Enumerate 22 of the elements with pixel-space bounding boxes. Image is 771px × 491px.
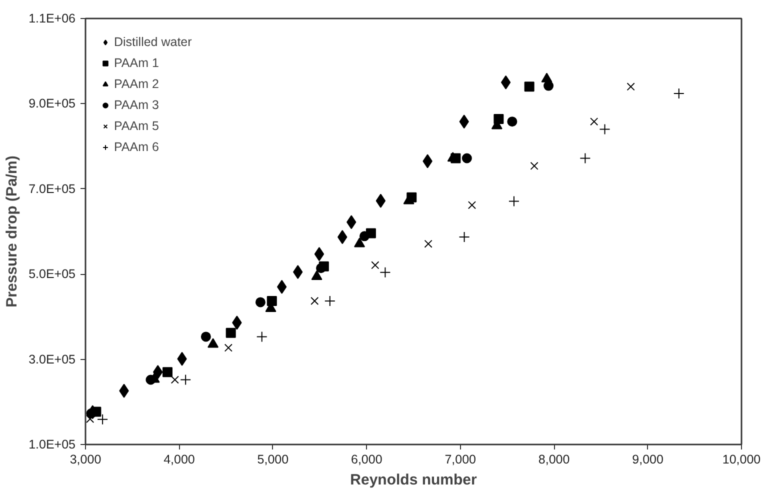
x-axis-title: Reynolds number: [350, 472, 478, 488]
legend-label: PAAm 3: [114, 98, 159, 112]
legend-label: PAAm 1: [114, 56, 159, 70]
x-tick-label: 6,000: [351, 452, 382, 466]
y-tick-label: 9.0E+05: [28, 96, 76, 111]
legend-label: PAAm 5: [114, 119, 159, 133]
y-tick-label: 1.0E+05: [28, 438, 76, 452]
x-tick-label: 9,000: [632, 452, 664, 466]
x-tick-label: 8,000: [538, 452, 570, 466]
x-tick-label: 10,000: [722, 452, 761, 466]
legend-label: PAAm 2: [114, 77, 159, 91]
legend-label: PAAm 6: [114, 140, 159, 154]
legend-label: Distilled water: [114, 35, 192, 49]
y-tick-label: 1.1E+06: [28, 12, 76, 26]
x-tick-label: 5,000: [257, 452, 289, 466]
y-axis-title: Pressure drop (Pa/m): [4, 156, 21, 308]
y-tick-label: 7.0E+05: [28, 182, 76, 196]
x-tick-label: 3,000: [70, 452, 102, 466]
x-tick-label: 4,000: [164, 452, 195, 466]
x-tick-label: 7,000: [444, 452, 476, 466]
y-tick-label: 5.0E+05: [28, 267, 76, 282]
y-tick-label: 3.0E+05: [28, 352, 76, 366]
